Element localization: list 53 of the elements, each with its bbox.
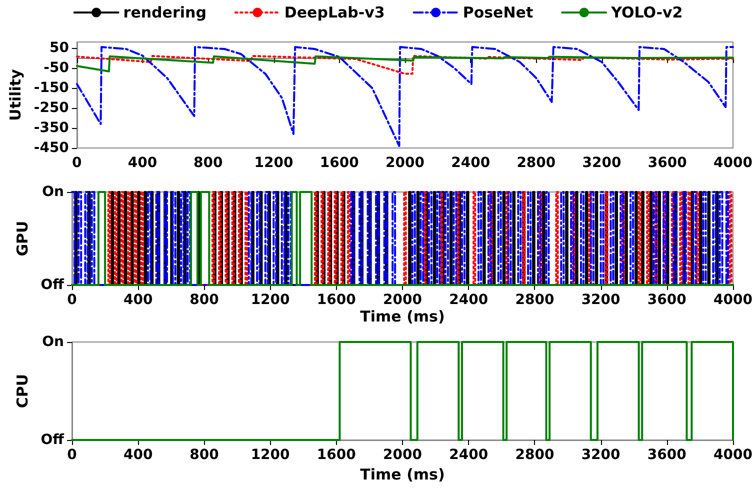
text: Off: [40, 432, 65, 448]
x-tick-label: 2000: [385, 155, 425, 171]
y-tick-label: -50: [44, 60, 70, 76]
x-tick-label: 4000: [714, 155, 753, 171]
x-tick-label: 3200: [582, 155, 622, 171]
legend-label: YOLO-v2: [610, 4, 683, 22]
y-tick-label: -150: [34, 80, 70, 96]
x-tick-label: 1200: [250, 447, 290, 463]
text: On: [42, 334, 64, 350]
x-tick-label: 2000: [383, 292, 422, 308]
x-tick-label: 3600: [647, 447, 687, 463]
x-tick-label: 3600: [648, 155, 688, 171]
legend-label: rendering: [123, 4, 206, 22]
legend-label: PoseNet: [462, 4, 534, 22]
x-tick-label: 2800: [515, 292, 554, 308]
x-tick-label: 2000: [383, 447, 422, 463]
x-tick-label: 400: [128, 155, 158, 171]
x-tick-label: 400: [123, 292, 153, 308]
x-tick-label: 2400: [449, 292, 488, 308]
legend-label: DeepLab-v3: [284, 4, 385, 22]
text: On: [42, 184, 64, 200]
x-tick-label: 800: [194, 155, 224, 171]
y-tick-label: 50: [49, 40, 70, 56]
line-series: [76, 46, 734, 147]
x-tick-label: 3200: [581, 447, 621, 463]
x-tick-label: 0: [67, 447, 78, 463]
x-tick-label: 3600: [647, 292, 687, 308]
x-tick-label: 4000: [714, 292, 753, 308]
x-axis-title: Time (ms): [360, 465, 445, 484]
x-tick-label: 2400: [451, 155, 490, 171]
y-axis-title: Utility: [6, 68, 24, 121]
x-tick-label: 1600: [316, 447, 356, 463]
y-tick-label: -450: [34, 140, 70, 156]
y-axis-title: GPU: [14, 220, 32, 256]
x-tick-label: 0: [72, 155, 82, 171]
x-tick-label: 2400: [449, 447, 488, 463]
x-tick-label: 4000: [714, 447, 753, 463]
x-axis-title: Time (ms): [360, 308, 445, 326]
x-tick-label: 1600: [316, 292, 356, 308]
x-tick-label: 2800: [516, 155, 556, 171]
y-axis-title: CPU: [14, 374, 32, 408]
x-tick-label: 2800: [515, 447, 554, 463]
y-tick-label: -350: [34, 120, 70, 136]
x-tick-label: 3200: [581, 292, 621, 308]
x-tick-label: 800: [190, 292, 220, 308]
x-tick-label: 1200: [254, 155, 294, 171]
x-tick-label: 400: [123, 447, 153, 463]
y-tick-label: -250: [34, 100, 70, 116]
text: Off: [40, 277, 65, 293]
x-tick-label: 1200: [250, 292, 290, 308]
x-tick-label: 1600: [320, 155, 360, 171]
x-tick-label: 0: [67, 292, 78, 308]
x-tick-label: 800: [190, 447, 220, 463]
